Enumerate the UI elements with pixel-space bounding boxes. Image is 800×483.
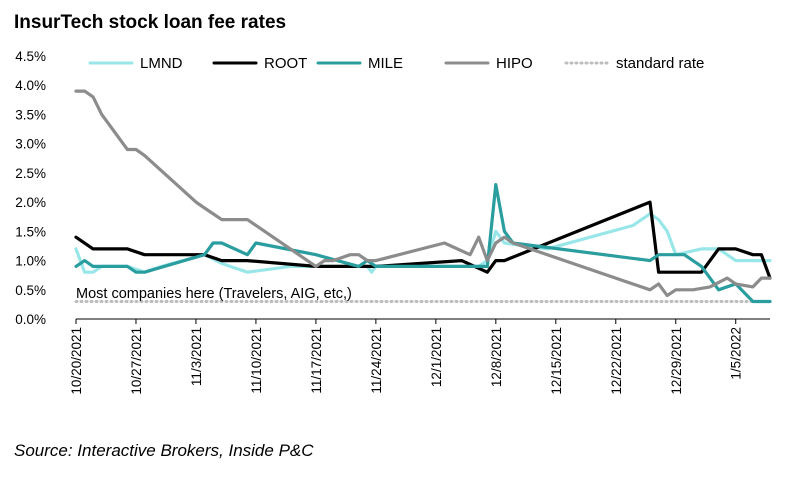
chart-canvas: LMND ROOT MILE HIPO standard rate 0.0% 0.5% 1.… [0,0,800,483]
series-layer [76,91,770,301]
legend-label-standard-rate: standard rate [616,55,704,72]
x-tick-label: 11/3/2021 [189,327,204,386]
y-tick-label: 3.5% [15,107,46,122]
y-tick-label: 4.0% [15,78,46,93]
x-axis: 10/20/2021 10/27/2021 11/3/2021 11/10/2021 1… [69,319,770,395]
x-tick-label: 12/15/2021 [549,327,564,395]
x-tick-label: 10/27/2021 [129,327,144,395]
y-tick-label: 2.5% [15,166,46,181]
x-tick-label: 12/29/2021 [669,327,684,395]
y-tick-label: 1.0% [15,254,46,269]
x-tick-label: 11/24/2021 [369,327,384,394]
legend-label-root: ROOT [264,55,307,72]
x-tick-label: 10/20/2021 [69,327,84,395]
legend-label-lmnd: LMND [140,55,183,72]
y-axis: 0.0% 0.5% 1.0% 1.5% 2.0% 2.5% 3.0% 3.5% 4.0% 4.5% [15,49,46,327]
x-tick-label: 12/1/2021 [429,327,444,387]
y-tick-label: 0.5% [15,283,46,298]
legend-label-mile: MILE [368,55,403,72]
x-tick-label: 1/5/2022 [729,327,744,380]
y-tick-label: 4.5% [15,49,46,64]
y-tick-label: 1.5% [15,224,46,239]
x-tick-label: 11/17/2021 [309,327,324,394]
y-tick-label: 2.0% [15,195,46,210]
series-line-mile [76,185,770,302]
x-tick-label: 12/8/2021 [489,327,504,387]
y-tick-label: 3.0% [15,137,46,152]
x-tick-label: 12/22/2021 [609,327,624,395]
legend-label-hipo: HIPO [496,55,533,72]
y-tick-label: 0.0% [15,312,46,327]
legend: LMND ROOT MILE HIPO standard rate [90,55,704,72]
source-note: Source: Interactive Brokers, Inside P&C [14,441,314,461]
x-tick-label: 11/10/2021 [249,327,264,394]
standard-rate-annotation: Most companies here (Travelers, AIG, etc… [76,286,352,302]
